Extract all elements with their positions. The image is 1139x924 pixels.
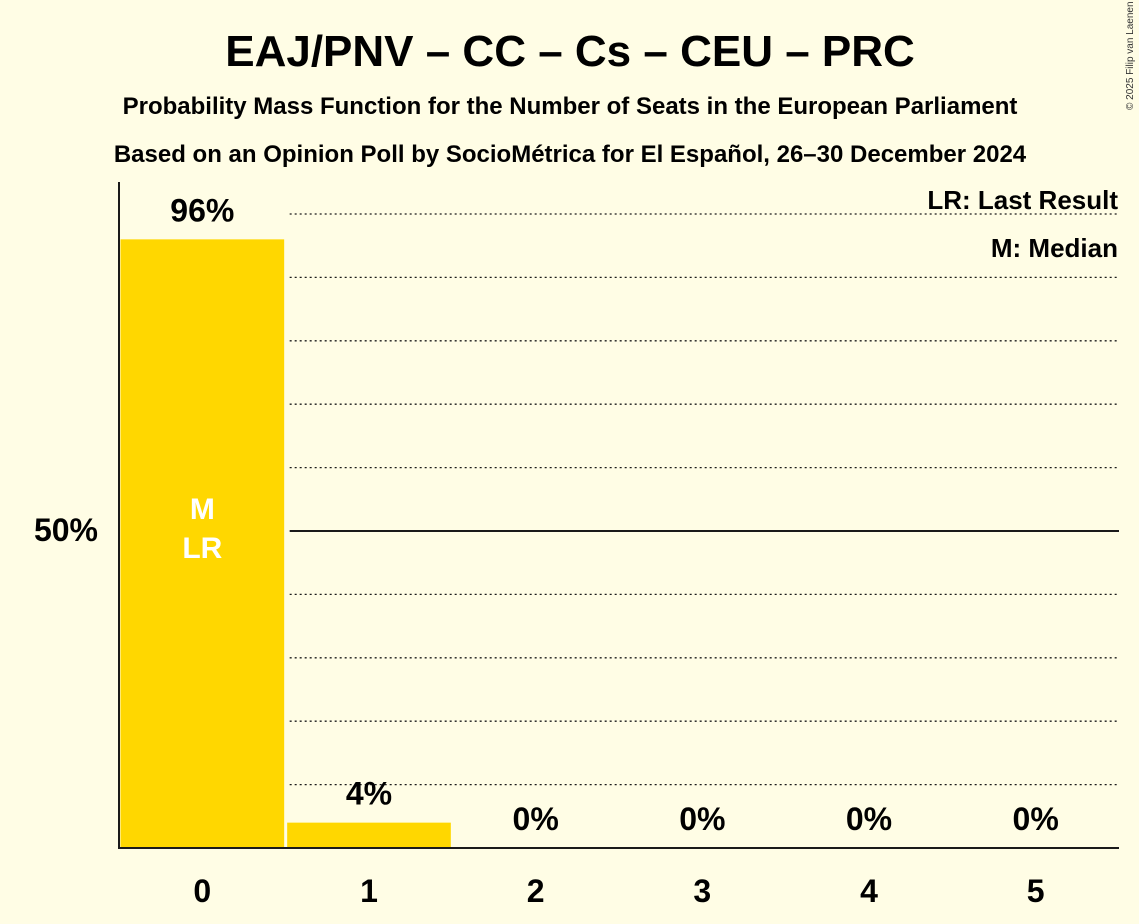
legend-median: M: Median (991, 233, 1118, 263)
value-label-seat-2: 0% (513, 801, 559, 837)
last-result-marker: LR (182, 532, 222, 565)
x-tick-labels: 0 1 2 3 4 5 (193, 873, 1044, 909)
x-tick-label-3: 3 (693, 873, 711, 909)
copyright-notice: © 2025 Filip van Laenen (1125, 1, 1136, 110)
value-label-seat-3: 0% (679, 801, 725, 837)
value-label-seat-1: 4% (346, 776, 392, 812)
bar-seat-1 (287, 822, 451, 848)
value-label-seat-4: 0% (846, 801, 892, 837)
x-tick-label-2: 2 (527, 873, 545, 909)
bar-seat-0 (120, 239, 285, 849)
legend-last-result: LR: Last Result (927, 185, 1118, 215)
value-labels: 96% M LR 4% 0% 0% 0% 0% (170, 192, 1058, 837)
median-marker: M (190, 493, 215, 526)
chart-source: Based on an Opinion Poll by SocioMétrica… (114, 141, 1027, 168)
value-label-seat-5: 0% (1013, 801, 1059, 837)
chart-subtitle: Probability Mass Function for the Number… (123, 93, 1018, 120)
y-tick-label-50: 50% (34, 512, 98, 548)
x-tick-label-4: 4 (860, 873, 878, 909)
value-label-seat-0: 96% (170, 192, 234, 228)
x-tick-label-1: 1 (360, 873, 378, 909)
x-tick-label-5: 5 (1027, 873, 1045, 909)
bars (120, 239, 451, 849)
gridlines (289, 213, 1119, 786)
x-tick-label-0: 0 (193, 873, 211, 909)
chart-title: EAJ/PNV – CC – Cs – CEU – PRC (225, 27, 915, 76)
